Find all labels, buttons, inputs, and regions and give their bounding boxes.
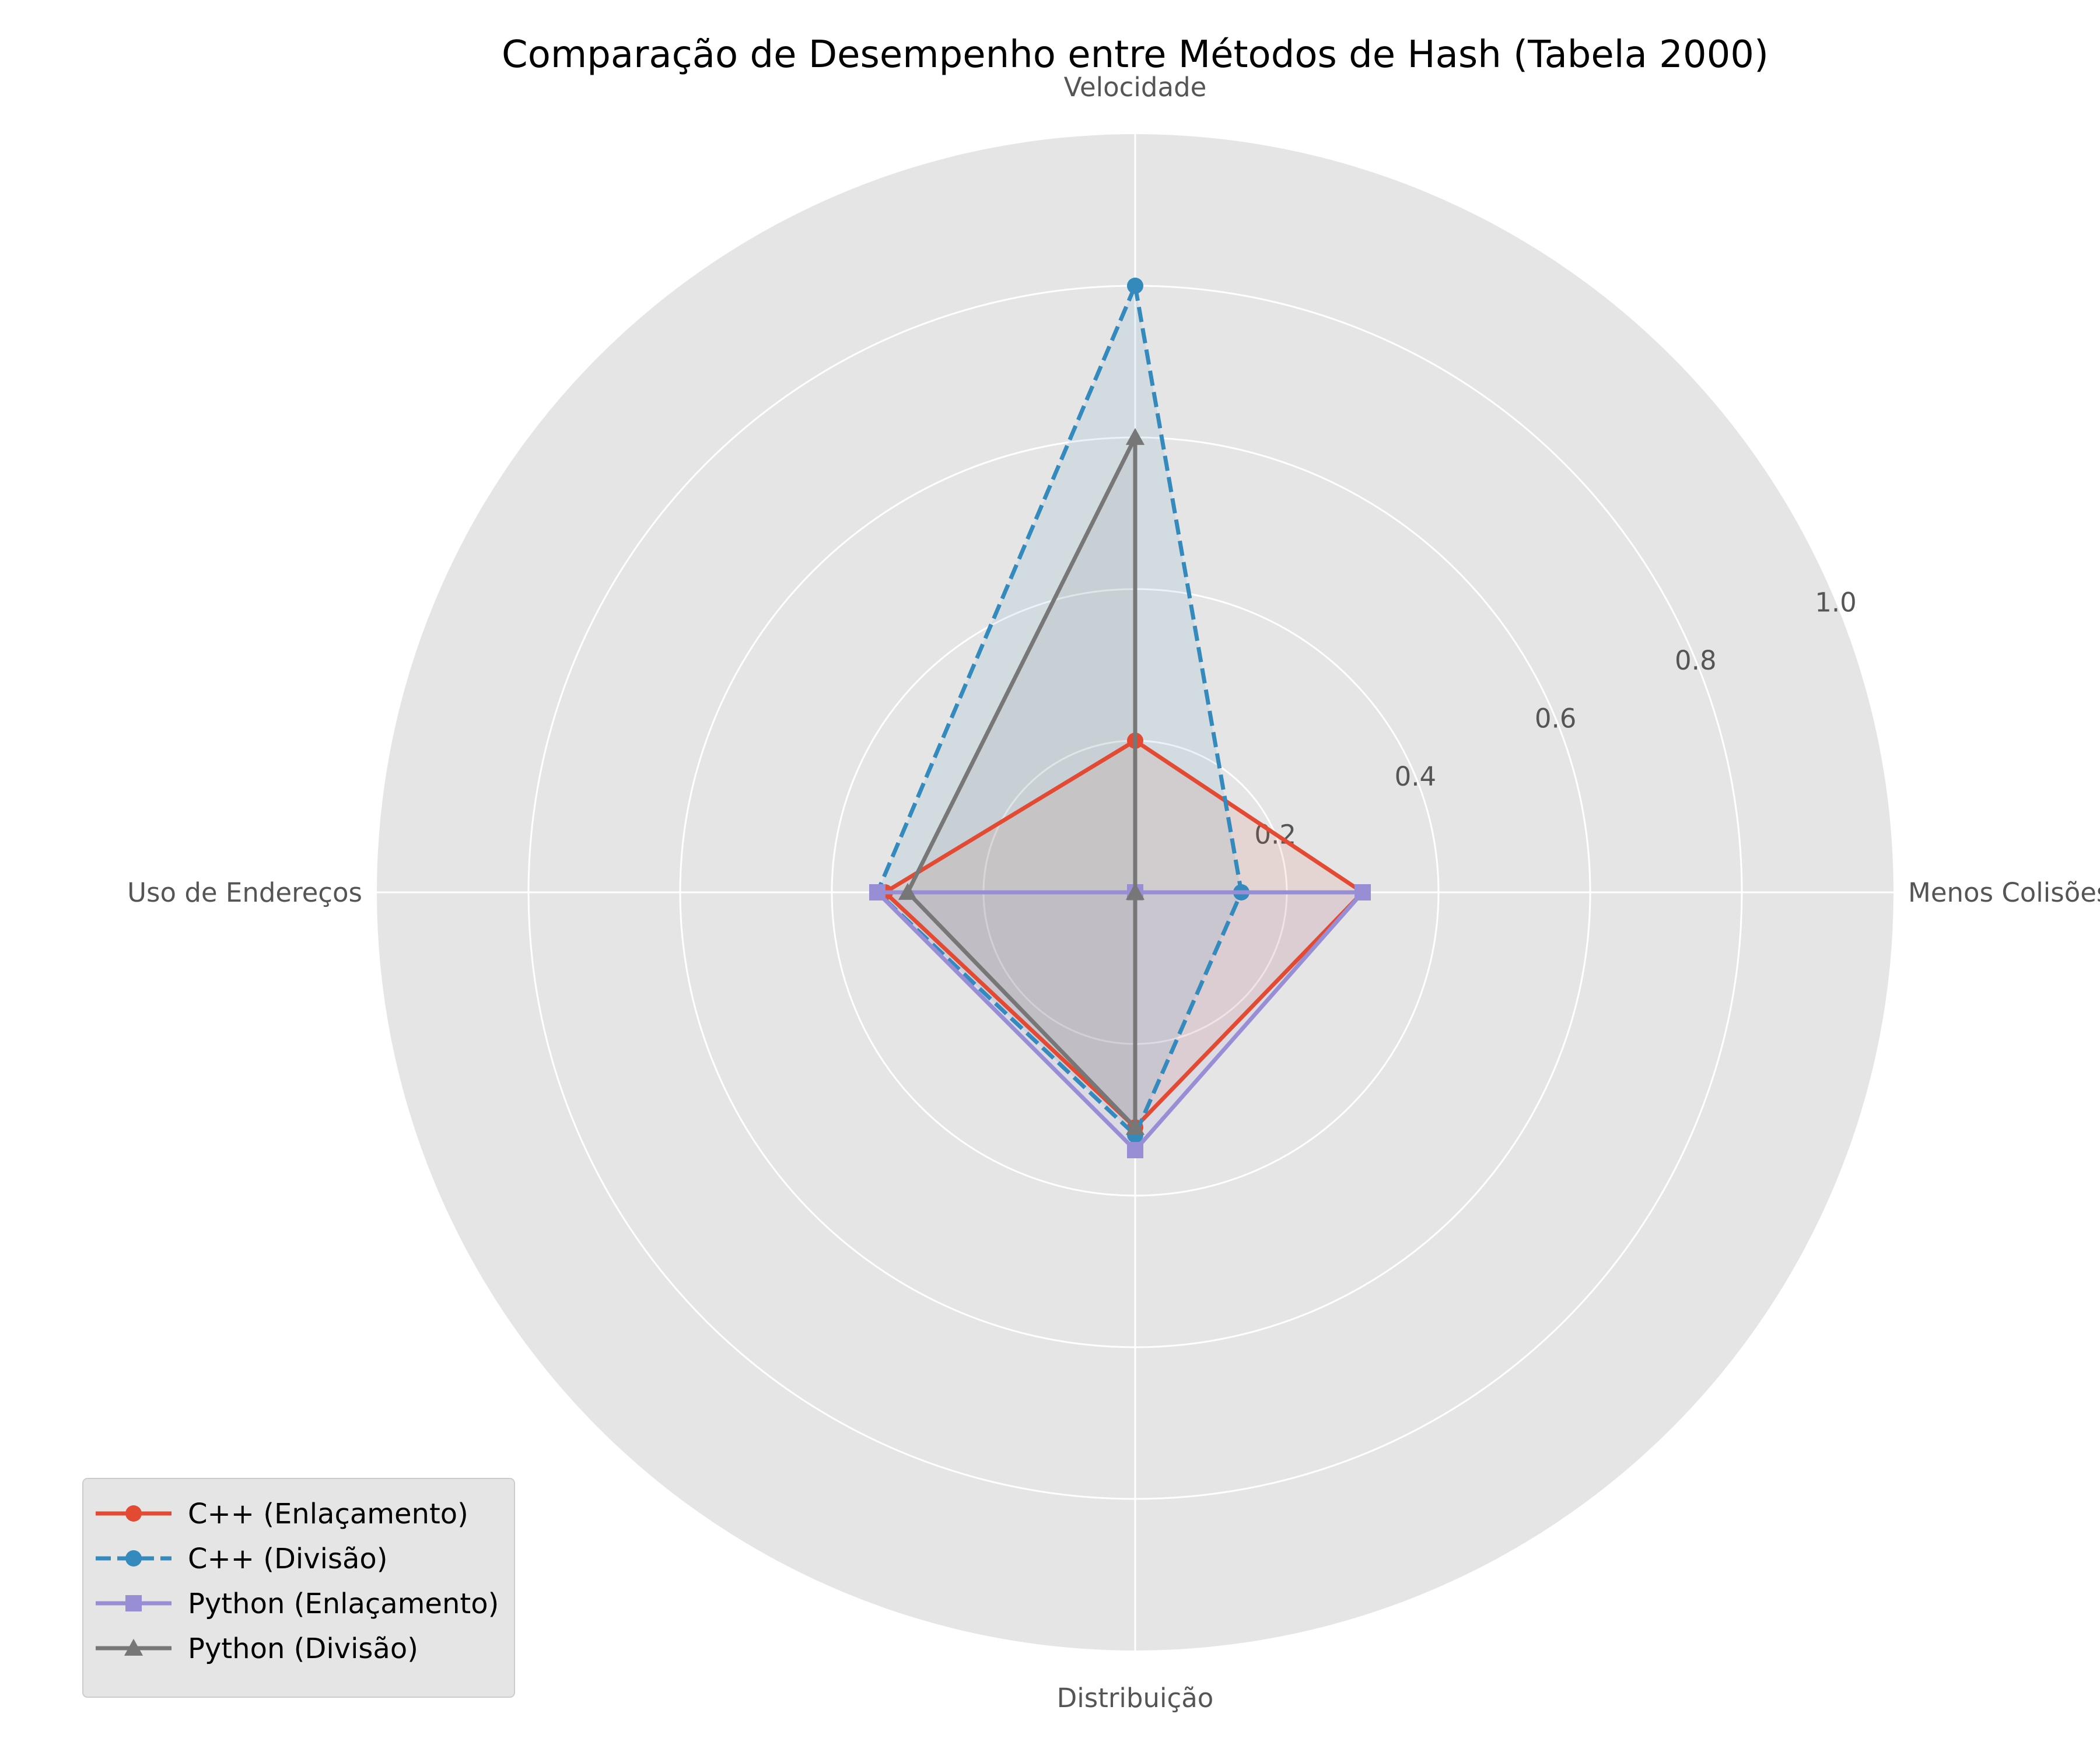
axis-label: Menos Colisões (1908, 877, 2100, 908)
series-line (875, 283, 1244, 1137)
radial-tick-label: 1.0 (1815, 587, 1857, 618)
radial-tick-label: 0.8 (1675, 645, 1717, 676)
data-point (1354, 884, 1371, 900)
legend-item: Python (Divisão) (96, 1632, 418, 1665)
axis-label: Velocidade (1064, 72, 1207, 103)
radial-tick-label: 0.6 (1535, 703, 1577, 734)
data-point (125, 1505, 142, 1522)
series-fill (885, 741, 1363, 1127)
data-point (124, 1638, 144, 1656)
axis-label: Uso de Endereços (127, 877, 362, 908)
data-point (125, 1550, 142, 1567)
axis-label: Distribuição (1057, 1683, 1214, 1714)
radial-tick-label: 0.4 (1395, 761, 1437, 792)
data-point (869, 884, 886, 900)
data-point (1127, 1142, 1143, 1158)
legend-item: Python (Enlaçamento) (96, 1588, 499, 1620)
legend-label: Python (Divisão) (188, 1632, 418, 1665)
data-point (1127, 278, 1143, 294)
series-fill (877, 286, 1241, 1135)
legend-label: C++ (Enlaçamento) (188, 1498, 468, 1530)
legend-box (82, 1478, 515, 1698)
data-point (125, 1595, 142, 1611)
data-point (898, 882, 918, 900)
data-point (1125, 428, 1145, 445)
legend: C++ (Enlaçamento) C++ (Divisão) Python (En… (82, 1478, 515, 1698)
plot-area: Velocidade Menos Colisões Distribuição Uso … (127, 72, 2100, 1714)
chart-title: Comparação de Desempenho entre Métodos d… (502, 33, 1769, 76)
legend-label: Python (Enlaçamento) (188, 1588, 499, 1620)
series-3 (898, 428, 1145, 1135)
series-fill (908, 437, 1135, 1127)
data-point (1125, 1117, 1145, 1135)
legend-label: C++ (Divisão) (188, 1543, 388, 1575)
legend-item: C++ (Divisão) (96, 1543, 388, 1575)
series-fill (877, 892, 1363, 1150)
data-point (1125, 882, 1145, 900)
series-2 (869, 884, 1371, 1158)
legend-item: C++ (Enlaçamento) (96, 1498, 468, 1530)
